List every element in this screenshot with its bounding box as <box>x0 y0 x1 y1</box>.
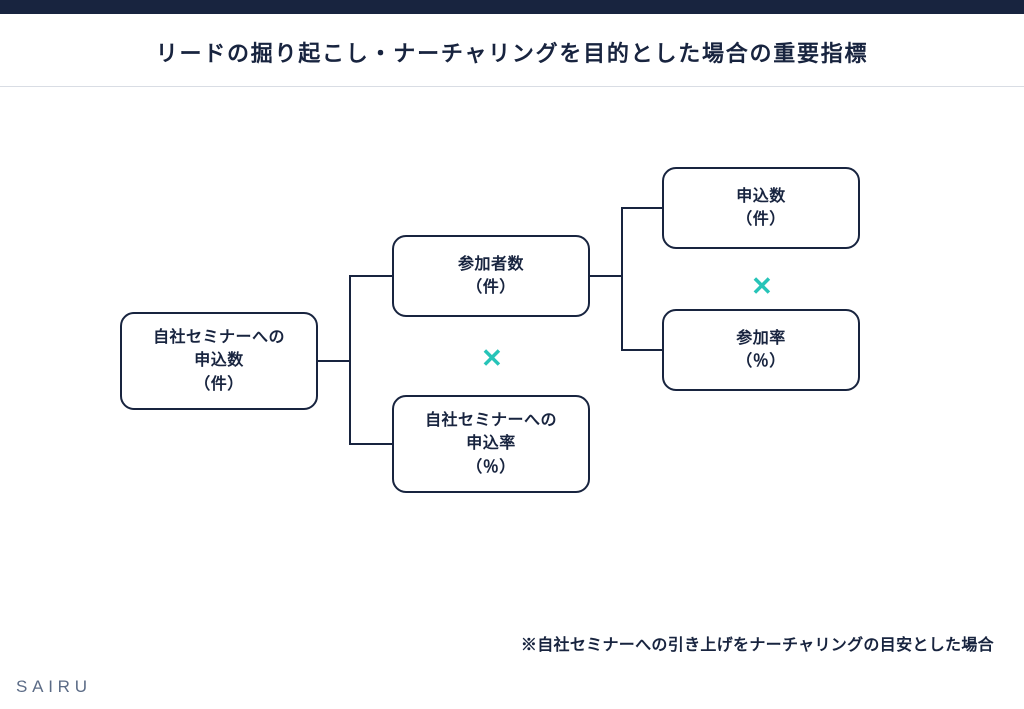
top-bar <box>0 0 1024 14</box>
node-text: （％） <box>466 456 515 479</box>
title-area: リードの掘り起こし・ナーチャリングを目的とした場合の重要指標 <box>0 14 1024 87</box>
node-applications: 申込数 （件） <box>662 167 860 249</box>
node-text: 申込率 <box>466 432 515 455</box>
brand-logo: SAIRU <box>16 677 92 697</box>
node-text: 参加者数 <box>458 253 524 276</box>
multiply-icon: ✕ <box>751 273 773 299</box>
node-participation-rate: 参加率 （％） <box>662 309 860 391</box>
node-text: （件） <box>194 373 243 396</box>
node-application-rate: 自社セミナーへの 申込率 （％） <box>392 395 590 493</box>
page-title: リードの掘り起こし・ナーチャリングを目的とした場合の重要指標 <box>0 36 1024 68</box>
footnote: ※自社セミナーへの引き上げをナーチャリングの目安とした場合 <box>521 631 994 655</box>
diagram-canvas: 自社セミナーへの 申込数 （件） 参加者数 （件） 自社セミナーへの 申込率 （… <box>0 87 1024 627</box>
node-text: 申込数 <box>736 185 785 208</box>
node-text: （件） <box>466 276 515 299</box>
node-text: 自社セミナーへの <box>153 326 285 349</box>
node-text: 申込数 <box>194 349 243 372</box>
node-text: （％） <box>736 350 785 373</box>
node-text: （件） <box>736 208 785 231</box>
node-text: 自社セミナーへの <box>425 409 557 432</box>
node-participants: 参加者数 （件） <box>392 235 590 317</box>
multiply-icon: ✕ <box>481 345 503 371</box>
node-text: 参加率 <box>736 327 785 350</box>
node-root: 自社セミナーへの 申込数 （件） <box>120 312 318 410</box>
